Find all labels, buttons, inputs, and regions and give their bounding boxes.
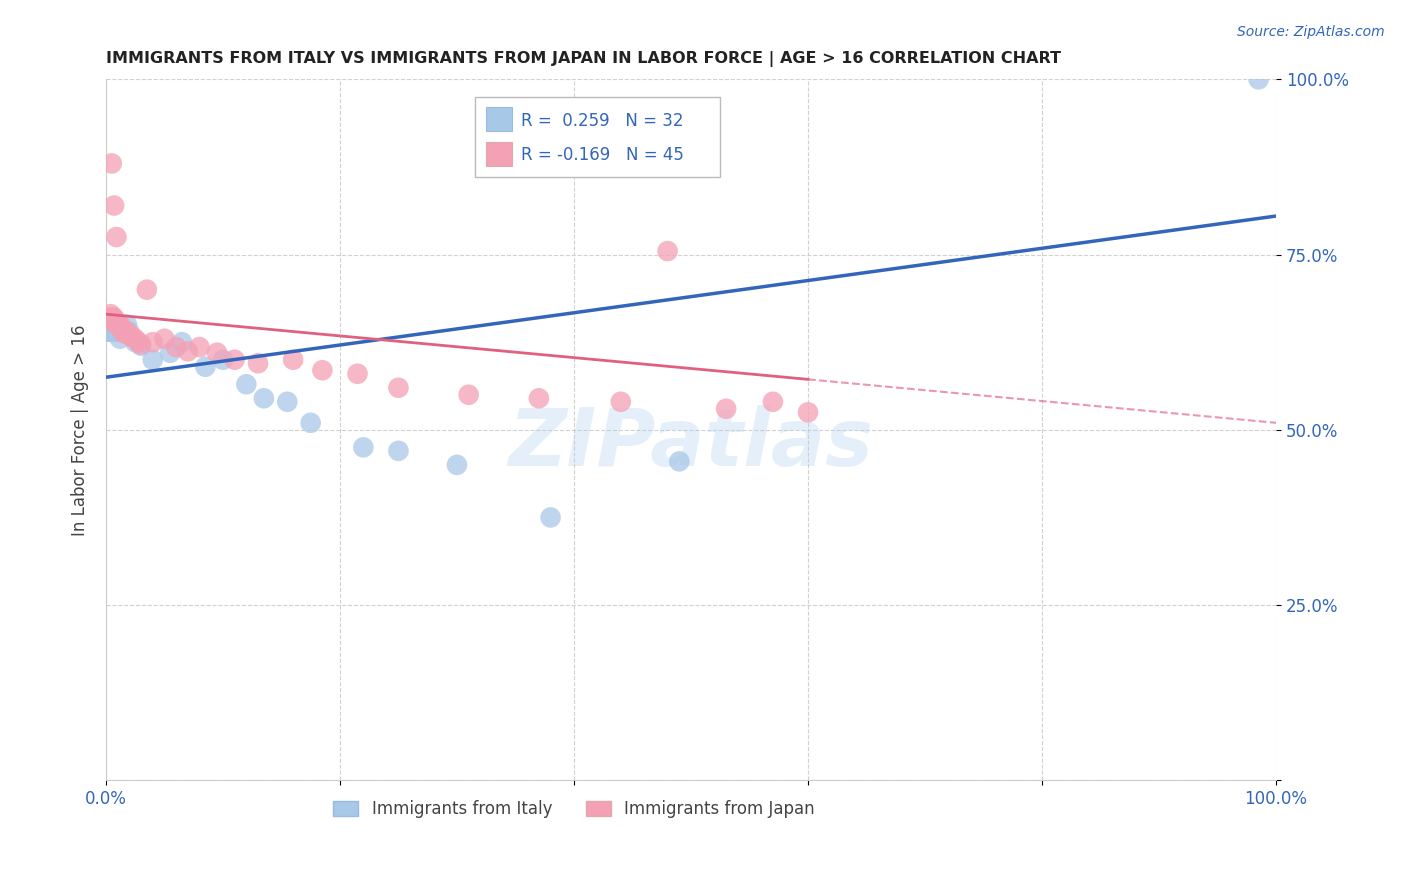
Point [170, 335, 193, 350]
Bar [486, 143, 512, 166]
Text: R =  0.259   N = 32: R = 0.259 N = 32 [522, 112, 683, 129]
Point [105, 321, 128, 335]
Point [142, 352, 165, 367]
Point [205, 345, 228, 359]
Point [100, 156, 122, 170]
Point [111, 323, 134, 337]
Point [253, 392, 276, 406]
Point [103, 310, 125, 325]
Point [118, 325, 141, 339]
Text: R = -0.169   N = 45: R = -0.169 N = 45 [522, 146, 685, 164]
Point [135, 283, 157, 297]
Point [115, 318, 138, 332]
Point [115, 325, 138, 339]
Point [194, 359, 217, 374]
Point [129, 337, 152, 351]
Point [105, 230, 128, 244]
Point [96, 325, 118, 339]
Point [100, 314, 122, 328]
Text: ZIPatlas: ZIPatlas [509, 405, 873, 483]
Point [98, 318, 121, 332]
Point [165, 340, 187, 354]
Point [110, 321, 132, 335]
Point [128, 335, 150, 350]
Point [352, 441, 374, 455]
Point [121, 329, 143, 343]
Point [124, 335, 146, 350]
Point [188, 340, 211, 354]
Text: Source: ZipAtlas.com: Source: ZipAtlas.com [1237, 25, 1385, 39]
Point [114, 325, 136, 339]
Point [100, 307, 122, 321]
Point [105, 318, 128, 332]
Point [100, 318, 122, 332]
Point [97, 325, 120, 339]
Point [103, 325, 125, 339]
Point [153, 332, 176, 346]
Point [104, 318, 127, 332]
Point [114, 326, 136, 340]
Point [101, 310, 124, 325]
Point [657, 244, 679, 258]
Point [103, 198, 125, 212]
Point [311, 363, 333, 377]
Point [98, 310, 121, 325]
Point [107, 318, 129, 332]
Point [159, 345, 181, 359]
Point [212, 352, 235, 367]
Y-axis label: In Labor Force | Age > 16: In Labor Force | Age > 16 [72, 324, 89, 535]
Point [387, 443, 409, 458]
Point [98, 325, 121, 339]
Point [177, 344, 200, 359]
Point [101, 325, 124, 339]
Point [299, 416, 322, 430]
Point [387, 381, 409, 395]
Text: IMMIGRANTS FROM ITALY VS IMMIGRANTS FROM JAPAN IN LABOR FORCE | AGE > 16 CORRELA: IMMIGRANTS FROM ITALY VS IMMIGRANTS FROM… [105, 51, 1062, 67]
Point [762, 394, 785, 409]
Point [247, 356, 270, 370]
Point [112, 325, 135, 339]
Point [457, 388, 479, 402]
Point [527, 392, 550, 406]
Point [668, 454, 690, 468]
Point [142, 335, 165, 350]
Point [540, 510, 562, 524]
Point [797, 405, 820, 419]
Point [108, 318, 131, 332]
Point [129, 339, 152, 353]
Point [112, 326, 135, 340]
Point [107, 325, 129, 339]
Point [276, 394, 298, 409]
Point [714, 401, 737, 416]
Point [1247, 72, 1270, 87]
Point [346, 367, 368, 381]
Legend: Immigrants from Italy, Immigrants from Japan: Immigrants from Italy, Immigrants from J… [326, 793, 821, 824]
Point [108, 332, 131, 346]
Point [446, 458, 468, 472]
Point [610, 394, 633, 409]
Point [281, 352, 304, 367]
Point [118, 328, 141, 343]
Point [124, 332, 146, 346]
Point [104, 314, 127, 328]
Point [100, 318, 122, 332]
Point [107, 319, 129, 334]
Bar [486, 107, 512, 130]
Point [224, 352, 246, 367]
Point [235, 377, 257, 392]
FancyBboxPatch shape [474, 97, 720, 178]
